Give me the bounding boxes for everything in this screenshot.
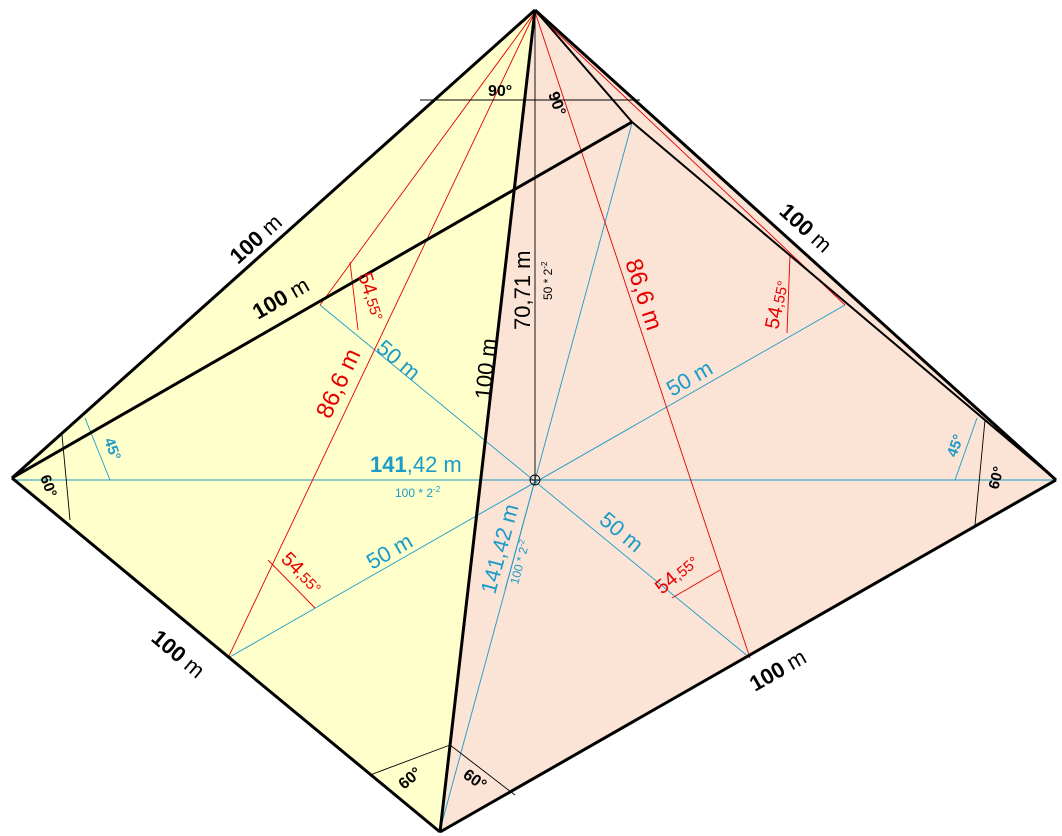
angle-45-arc-left <box>84 417 111 481</box>
slope-angle-mark-rb <box>671 569 721 599</box>
edge-inner-back-right <box>631 121 1057 481</box>
angle-label-left-60: 60° <box>36 473 60 500</box>
apothem-line-left-upper <box>319 11 536 306</box>
base-diagonal-slanted-inner <box>504 479 536 591</box>
angle-60-mark-bottom-left <box>369 744 451 776</box>
angle-label-left-45: 45° <box>100 436 124 463</box>
edge-bottom-left <box>11 476 441 834</box>
slope-angle-mark-lt <box>349 261 359 331</box>
edge-bottom-right <box>439 478 1057 834</box>
slope-angle-mark-lb <box>267 559 316 609</box>
angle-label-right-45: 45° <box>944 432 968 459</box>
diagonal-label-horizontal: 141,42 m <box>370 452 462 477</box>
slope-angle-label-right-top: 54,55° <box>761 278 793 331</box>
edge-back-apex <box>534 9 633 123</box>
angle-45-arc-right <box>954 417 978 481</box>
edge-front <box>438 9 537 833</box>
right-face <box>440 10 1056 832</box>
edge-top-right <box>533 8 1058 482</box>
apothem-line-right <box>534 11 751 659</box>
helper-lines <box>12 11 1056 831</box>
half-base-line-upper-right <box>227 304 846 659</box>
angle-label-right-60: 60° <box>985 465 1007 491</box>
apothem-line-right-upper <box>534 11 846 306</box>
pyramid-edges <box>10 8 1058 834</box>
angle-label-apex-left: 90° <box>488 83 512 100</box>
angle-60-mark-bottom-right <box>449 744 516 796</box>
diagonal-formula-horizontal: 100 * 2-2 <box>395 485 441 500</box>
height-label: 70,71 m <box>510 250 535 330</box>
edge-inner-back <box>11 120 633 480</box>
apothem-line-left <box>227 11 536 659</box>
edge-top-left <box>10 8 537 480</box>
base-diagonal-slanted <box>439 122 633 831</box>
edge-label-front: 100 m <box>470 337 501 400</box>
height-formula: 50 * 2-2 <box>540 261 555 300</box>
left-face <box>12 10 535 832</box>
angle-60-mark-right <box>974 419 986 526</box>
slope-angle-mark-rt <box>786 254 791 334</box>
